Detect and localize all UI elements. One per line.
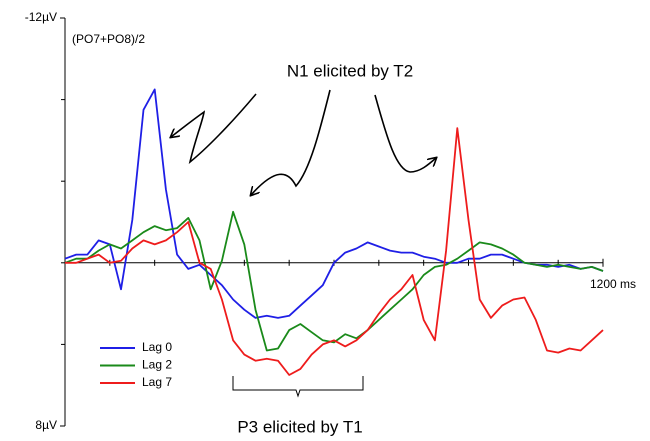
x-tick-label: 1200 ms — [590, 277, 636, 291]
line-series — [64, 88, 604, 319]
line-series — [64, 210, 604, 352]
line-series — [65, 127, 604, 376]
y-tick-label: 8µV — [35, 418, 57, 432]
legend-label: Lag 7 — [142, 375, 172, 389]
annotation: N1 elicited by T2 — [287, 61, 413, 80]
arrows — [171, 89, 436, 398]
annotation: P3 elicited by T1 — [237, 417, 362, 436]
y-tick-label: -12µV — [25, 10, 57, 24]
legend-label: Lag 2 — [142, 358, 172, 372]
legend-label: Lag 0 — [142, 340, 172, 354]
subtitle: (PO7+PO8)/2 — [72, 32, 145, 46]
